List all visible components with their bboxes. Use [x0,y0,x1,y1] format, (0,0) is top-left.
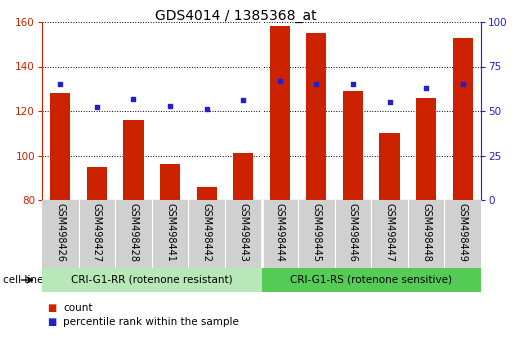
Text: GSM498449: GSM498449 [458,204,468,262]
Point [166,103,174,108]
Bar [452,38,473,200]
Text: GSM498427: GSM498427 [92,204,102,263]
Text: GSM498448: GSM498448 [421,204,431,262]
Bar [123,120,143,200]
Text: GSM498444: GSM498444 [275,204,285,262]
Bar [50,93,71,200]
Bar [160,164,180,200]
Bar [306,33,326,200]
Text: GSM498428: GSM498428 [129,204,139,262]
Point [349,81,357,87]
Point [202,107,211,112]
Point [239,97,247,103]
Text: GSM498442: GSM498442 [202,204,212,262]
Point [93,105,101,110]
Bar [416,98,436,200]
Bar [380,133,400,200]
Point [129,96,138,101]
Point [56,81,64,87]
Point [312,81,321,87]
Point [385,99,394,105]
Point [459,81,467,87]
Text: ■: ■ [47,317,56,327]
Text: count: count [63,303,93,313]
Text: CRI-G1-RR (rotenone resistant): CRI-G1-RR (rotenone resistant) [71,275,233,285]
Text: ■: ■ [47,303,56,313]
Text: cell line: cell line [3,275,43,285]
Text: GSM498445: GSM498445 [311,204,321,262]
Bar [233,153,253,200]
Point [276,78,284,84]
Text: CRI-G1-RS (rotenone sensitive): CRI-G1-RS (rotenone sensitive) [290,275,452,285]
Text: GDS4014 / 1385368_at: GDS4014 / 1385368_at [154,9,316,23]
Text: GSM498426: GSM498426 [55,204,65,262]
Text: GSM498441: GSM498441 [165,204,175,262]
Text: GSM498443: GSM498443 [238,204,248,262]
Text: percentile rank within the sample: percentile rank within the sample [63,317,239,327]
Bar [197,187,217,200]
Text: GSM498446: GSM498446 [348,204,358,262]
Bar [343,91,363,200]
Text: GSM498447: GSM498447 [384,204,394,262]
Point [422,85,430,91]
Bar [87,167,107,200]
Bar [270,27,290,200]
